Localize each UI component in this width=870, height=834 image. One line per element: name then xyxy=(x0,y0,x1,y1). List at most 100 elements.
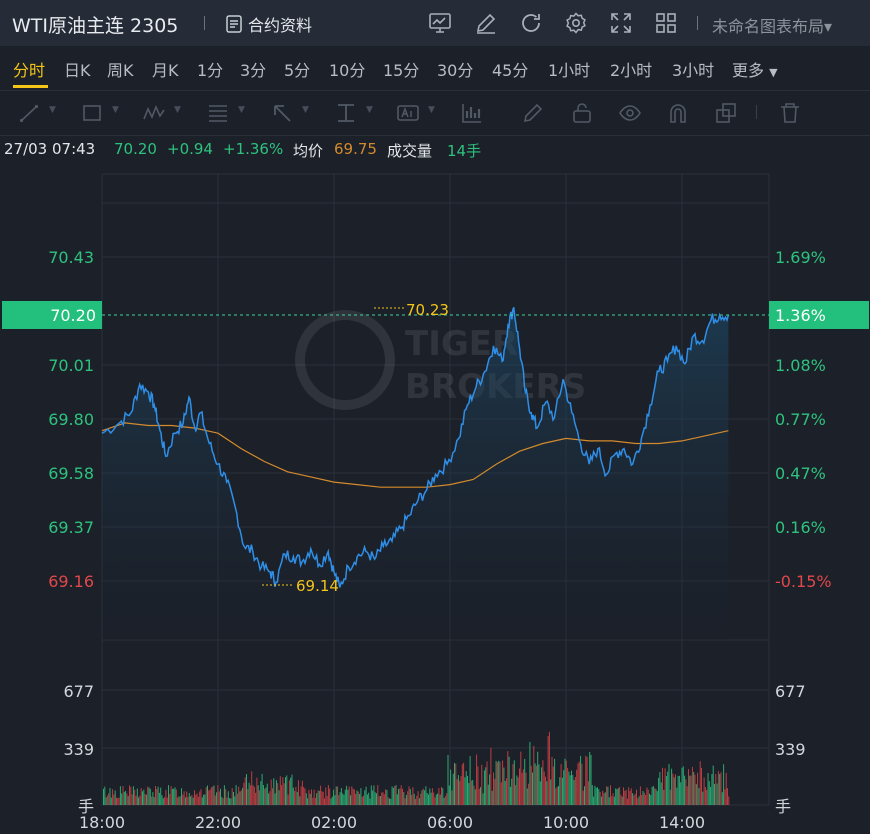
pencil-icon[interactable] xyxy=(521,101,545,125)
volume-bar xyxy=(688,769,689,805)
volume-bar xyxy=(130,786,132,805)
volume-bar xyxy=(695,784,697,805)
tab-3min[interactable]: 3分 xyxy=(240,61,267,80)
measure-tool-icon[interactable] xyxy=(334,101,358,125)
volume-bar xyxy=(103,788,104,805)
dropdown-caret-icon[interactable]: ▼ xyxy=(174,105,181,115)
volume-bar xyxy=(324,798,325,805)
tab-week[interactable]: 周K xyxy=(107,61,134,80)
dropdown-caret-icon[interactable]: ▼ xyxy=(302,105,309,115)
volume-bar xyxy=(350,795,351,805)
volume-bar xyxy=(600,796,602,805)
volume-bar xyxy=(223,785,225,805)
dropdown-caret-icon[interactable]: ▼ xyxy=(238,105,245,115)
volume-bar xyxy=(439,794,441,805)
volume-bar xyxy=(408,786,410,805)
volume-bar xyxy=(461,764,463,805)
tab-intraday[interactable]: 分时 xyxy=(13,61,46,80)
fullscreen-icon[interactable] xyxy=(609,11,633,35)
volume-bar xyxy=(125,790,127,805)
volume-bar xyxy=(452,773,454,805)
lock-icon[interactable] xyxy=(570,101,594,125)
wave-tool-icon[interactable] xyxy=(142,101,166,125)
volume-bar xyxy=(143,789,145,805)
volume-bar xyxy=(121,793,123,805)
chart-type-icon[interactable] xyxy=(428,11,452,35)
volume-bar xyxy=(269,791,271,805)
tab-45min[interactable]: 45分 xyxy=(492,61,529,80)
tab-2hour[interactable]: 2小时 xyxy=(610,61,653,80)
tab-day[interactable]: 日K xyxy=(64,61,91,80)
dropdown-caret-icon[interactable]: ▼ xyxy=(112,105,119,115)
tab-1hour[interactable]: 1小时 xyxy=(548,61,591,80)
volume-bar xyxy=(465,771,467,805)
volume-bar xyxy=(604,792,606,805)
volume-bar xyxy=(547,736,549,805)
volume-bar xyxy=(376,793,377,805)
volume-bar xyxy=(194,790,195,805)
fibonacci-tool-icon[interactable] xyxy=(206,101,230,125)
edit-icon[interactable] xyxy=(474,11,498,35)
dropdown-caret-icon[interactable]: ▼ xyxy=(428,105,435,115)
dropdown-caret-icon[interactable]: ▼ xyxy=(366,105,373,115)
volume-bar xyxy=(665,776,667,805)
tab-30min[interactable]: 30分 xyxy=(437,61,474,80)
volume-bar xyxy=(283,783,285,805)
intraday-chart[interactable]: TIGER BROKERS 70.23 69.14 70.43 70.01 69… xyxy=(0,170,870,834)
layout-dropdown[interactable]: 未命名图表布局▾ xyxy=(712,17,833,36)
volume-bar xyxy=(459,780,461,805)
tab-10min[interactable]: 10分 xyxy=(329,61,366,80)
volume-bar xyxy=(662,767,663,805)
volume-bar xyxy=(507,751,509,805)
settings-icon[interactable] xyxy=(564,11,588,35)
trash-icon[interactable] xyxy=(778,101,802,125)
dropdown-caret-icon[interactable]: ▼ xyxy=(49,105,56,115)
tab-3hour[interactable]: 3小时 xyxy=(672,61,715,80)
arrow-tool-icon[interactable] xyxy=(270,101,294,125)
tab-5min[interactable]: 5分 xyxy=(284,61,311,80)
volume-bar xyxy=(234,796,236,805)
volume-bar xyxy=(390,798,392,805)
more-dropdown[interactable]: 更多 ▼ xyxy=(732,57,778,81)
tab-1min[interactable]: 1分 xyxy=(197,61,224,80)
volume-bar xyxy=(301,780,303,805)
indicator-tool-icon[interactable] xyxy=(460,101,484,125)
volume-bar xyxy=(298,780,299,805)
volume-bar xyxy=(314,797,316,805)
volume-bar xyxy=(444,796,446,805)
volume-bar xyxy=(303,787,305,805)
tab-15min[interactable]: 15分 xyxy=(383,61,420,80)
volume-bar xyxy=(266,783,268,805)
volume-bar xyxy=(235,785,237,805)
volume-bar xyxy=(169,793,171,805)
rectangle-tool-icon[interactable] xyxy=(80,101,104,125)
text-tool-icon[interactable] xyxy=(396,101,420,125)
average-price-value: 69.75 xyxy=(334,140,377,158)
volume-bar xyxy=(247,789,249,805)
eye-icon[interactable] xyxy=(618,101,642,125)
volume-bar xyxy=(624,790,626,805)
refresh-icon[interactable] xyxy=(519,11,543,35)
divider xyxy=(697,16,698,30)
grid-layout-icon[interactable] xyxy=(654,11,678,35)
percent-axis-right: 1.69% 1.08% 0.77% 0.47% 0.16% -0.15% xyxy=(775,248,832,591)
volume-bar xyxy=(252,785,254,805)
symbol-title[interactable]: WTI原油主连 2305 xyxy=(12,15,179,37)
volume-bar xyxy=(147,786,149,805)
volume-bar xyxy=(720,772,722,805)
contract-info-button[interactable]: 合约资料 xyxy=(226,12,312,36)
low-value-label: 69.14 xyxy=(296,577,339,595)
volume-bar xyxy=(669,789,671,805)
volume-bar xyxy=(110,797,112,805)
volume-bar xyxy=(400,785,402,805)
volume-bar xyxy=(613,796,615,805)
volume-bar xyxy=(174,787,176,805)
trendline-tool-icon[interactable] xyxy=(18,101,42,125)
volume-bar xyxy=(119,786,121,805)
tab-month[interactable]: 月K xyxy=(152,61,179,80)
volume-bar xyxy=(474,789,476,805)
magnet-icon[interactable] xyxy=(666,101,690,125)
volume-tick: 339 xyxy=(63,740,94,759)
price-line xyxy=(101,307,730,588)
copy-icon[interactable] xyxy=(714,101,738,125)
